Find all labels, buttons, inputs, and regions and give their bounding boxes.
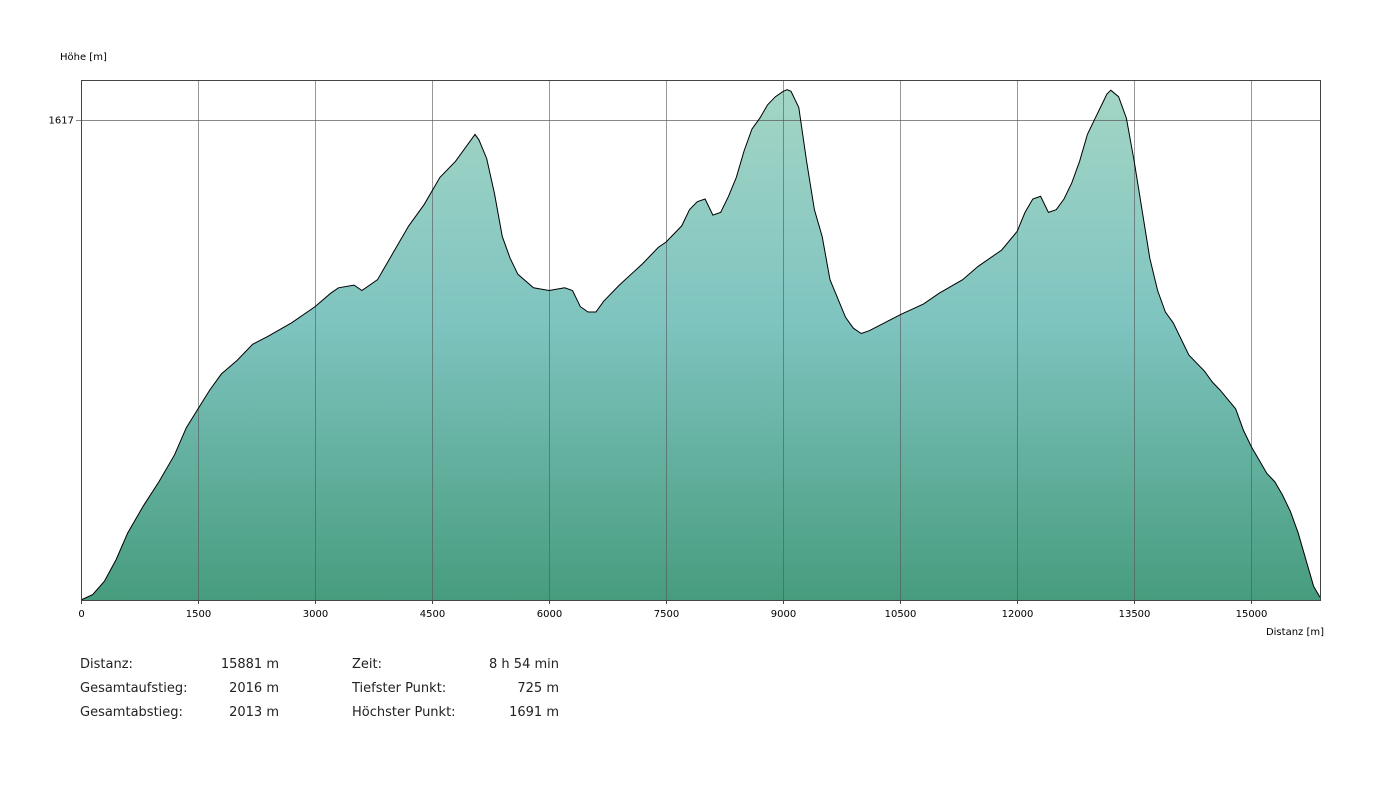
stat-descent-value: 2013 m	[200, 705, 279, 720]
x-tick-label-15000: 15000	[1236, 609, 1268, 620]
stat-lowest-label: Tiefster Punkt:	[352, 681, 446, 696]
x-tick-label-3000: 3000	[303, 609, 328, 620]
stat-lowest-value: 725 m	[452, 681, 559, 696]
x-axis-label: Distanz [m]	[1266, 627, 1324, 638]
x-tick-label-9000: 9000	[771, 609, 796, 620]
x-tick-label-0: 0	[78, 609, 84, 620]
stat-distance-label: Distanz:	[80, 657, 133, 672]
x-tick-label-13500: 13500	[1119, 609, 1151, 620]
x-tick-label-7500: 7500	[654, 609, 679, 620]
x-tick-label-12000: 12000	[1002, 609, 1034, 620]
stat-highest-value: 1691 m	[452, 705, 559, 720]
stat-time-label: Zeit:	[352, 657, 382, 672]
stat-distance-value: 15881 m	[200, 657, 279, 672]
stat-descent-label: Gesamtabstieg:	[80, 705, 183, 720]
stat-time-value: 8 h 54 min	[452, 657, 559, 672]
x-tick-label-6000: 6000	[537, 609, 562, 620]
x-tick-label-10500: 10500	[885, 609, 917, 620]
x-tick-label-1500: 1500	[186, 609, 211, 620]
y-tick-label-1617: 1617	[49, 116, 74, 127]
y-axis-label: Höhe [m]	[60, 52, 107, 63]
x-tick-label-4500: 4500	[420, 609, 445, 620]
stat-ascent-label: Gesamtaufstieg:	[80, 681, 187, 696]
stat-ascent-value: 2016 m	[200, 681, 279, 696]
stat-highest-label: Höchster Punkt:	[352, 705, 456, 720]
